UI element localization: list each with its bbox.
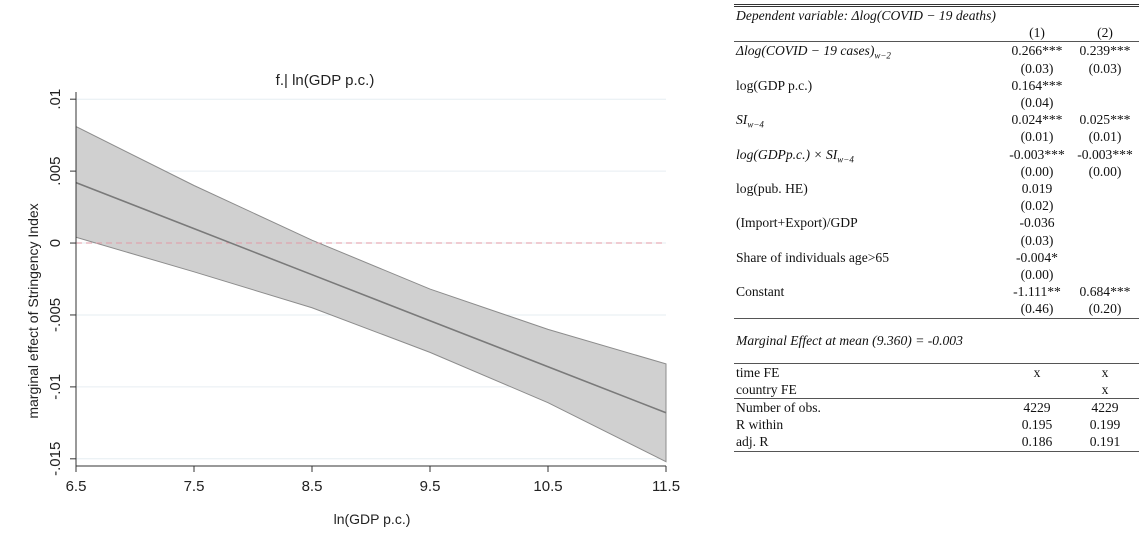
stat-cell-col1: 4229 (1003, 398, 1071, 417)
stat-cell-col2: 0.191 (1071, 433, 1139, 452)
x-tick-label: 11.5 (652, 478, 680, 495)
table-row-label: log(pub. HE) (736, 181, 808, 197)
table-cell-col2: 0.025*** (1079, 112, 1131, 128)
table-row-label (734, 128, 1003, 145)
table-row-label-text: Δlog(COVID − 19 cases) (736, 43, 875, 59)
fe-cell-col1 (1003, 381, 1071, 399)
y-tick-label: -.005 (47, 298, 64, 332)
y-tick-label: -.015 (47, 442, 64, 476)
y-tick-label: .005 (47, 157, 64, 186)
regression-table: Dependent variable: Δlog(COVID − 19 deat… (734, 4, 1139, 452)
fe-cell-col1: x (1003, 362, 1071, 381)
x-axis-label: ln(GDP p.c.) (334, 511, 411, 527)
marginal-effect-chart: f.| ln(GDP p.c.) ln(GDP p.c.) marginal e… (25, 72, 680, 527)
column-2-header: (2) (1097, 25, 1113, 41)
table-cell-col1: -0.004* (1016, 249, 1058, 265)
table-cell-col1: 0.164*** (1011, 77, 1063, 93)
x-tick-label: 10.5 (533, 478, 562, 495)
table-cell-col1: (0.04) (1020, 95, 1054, 111)
table-cell-col2 (1071, 94, 1139, 111)
chart-title: f.| ln(GDP p.c.) (276, 72, 375, 89)
table-cell-col1: 0.266*** (1003, 41, 1071, 60)
table-row-label (734, 197, 1003, 214)
table-cell-col1: (0.03) (1020, 60, 1054, 76)
confidence-band (75, 125, 667, 463)
table-cell-col2 (1071, 249, 1139, 266)
stat-cell-col1: 0.186 (1003, 433, 1071, 452)
table-cell-col2 (1071, 266, 1139, 283)
table-row-label (734, 60, 1003, 77)
table-row-label: log(GDPp.c.) × SIw−4 (734, 146, 1003, 165)
table-cell-col2 (1071, 214, 1139, 231)
table-cell-col2 (1071, 197, 1139, 214)
table-cell-col1: 0.019 (1021, 181, 1053, 197)
x-tick-label: 7.5 (184, 478, 205, 495)
table-row-label: SIw−4 (734, 111, 1003, 130)
table-cell-col2 (1071, 180, 1139, 197)
table-row-label: Share of individuals age>65 (736, 249, 890, 265)
fe-row-label: time FE (734, 362, 1003, 381)
fe-row-label: country FE (736, 381, 797, 397)
y-tick-label: .01 (47, 89, 64, 110)
table-cell-col2: 0.239*** (1071, 41, 1139, 60)
stat-row-label: adj. R (734, 433, 1003, 452)
table-row-label-text: SI (736, 112, 748, 128)
stat-row-label: Number of obs. (734, 398, 1003, 417)
table-row-label (734, 94, 1003, 111)
stat-row-label: R within (736, 417, 784, 433)
table-cell-col2: 0.684*** (1079, 284, 1131, 300)
table-row-label (734, 266, 1003, 283)
table-row-label-subscript: w−4 (837, 154, 854, 165)
stat-cell-col2: 4229 (1071, 398, 1139, 417)
table-cell-col2 (1071, 232, 1139, 249)
stat-cell-col2: 0.199 (1089, 417, 1121, 433)
table-cell-col1: (0.01) (1020, 129, 1054, 145)
table-row-label-text: log(GDPp.c.) × SI (736, 146, 838, 162)
marginal-effect-note: Marginal Effect at mean (9.360) = -0.003 (736, 333, 963, 349)
table-header: Dependent variable: Δlog(COVID − 19 deat… (734, 4, 1139, 25)
table-cell-col1: -0.036 (1019, 215, 1055, 231)
y-tick-label: 0 (47, 239, 64, 247)
table-row-label: Constant (736, 284, 785, 300)
table-cell-col1: (0.03) (1020, 232, 1054, 248)
table-cell-col1: (0.00) (1020, 267, 1054, 283)
table-cell-col1: -1.111** (1013, 284, 1061, 300)
table-cell-col1: (0.02) (1020, 198, 1054, 214)
table-row-label: Δlog(COVID − 19 cases)w−2 (734, 41, 1003, 62)
table-row-label (734, 232, 1003, 249)
table-cell-col1: -0.003*** (1009, 146, 1065, 162)
table-row-label: log(GDP p.c.) (736, 77, 813, 93)
table-cell-col2: -0.003*** (1077, 146, 1133, 162)
x-tick-label: 9.5 (420, 478, 441, 495)
table-cell-col1: (0.00) (1020, 163, 1054, 179)
x-tick-label: 8.5 (302, 478, 323, 495)
y-axis-label: marginal effect of Stringency Index (25, 203, 41, 418)
table-row-label (734, 300, 1003, 319)
table-row-label: (Import+Export)/GDP (736, 215, 858, 231)
table-cell-col2: (0.01) (1088, 129, 1122, 145)
column-1-header: (1) (1029, 25, 1045, 41)
y-tick-label: -.01 (47, 374, 64, 400)
table-cell-col2: (0.00) (1088, 163, 1122, 179)
fe-cell-col2: x (1101, 381, 1109, 397)
marginal-effect-line (75, 181, 667, 414)
table-cell-col1: 0.024*** (1011, 112, 1063, 128)
table-cell-col1: (0.46) (1003, 300, 1071, 319)
table-cell-col2: (0.20) (1071, 300, 1139, 319)
table-cell-col2 (1071, 77, 1139, 94)
table-cell-col2: (0.03) (1088, 60, 1122, 76)
table-row-label-subscript: w−2 (874, 51, 891, 62)
table-row-label (734, 163, 1003, 180)
x-tick-label: 6.5 (66, 478, 87, 495)
fe-cell-col2: x (1071, 362, 1139, 381)
stat-cell-col1: 0.195 (1021, 417, 1053, 433)
chart-canvas: f.| ln(GDP p.c.) ln(GDP p.c.) marginal e… (25, 72, 680, 527)
table-row-label-subscript: w−4 (747, 119, 764, 130)
